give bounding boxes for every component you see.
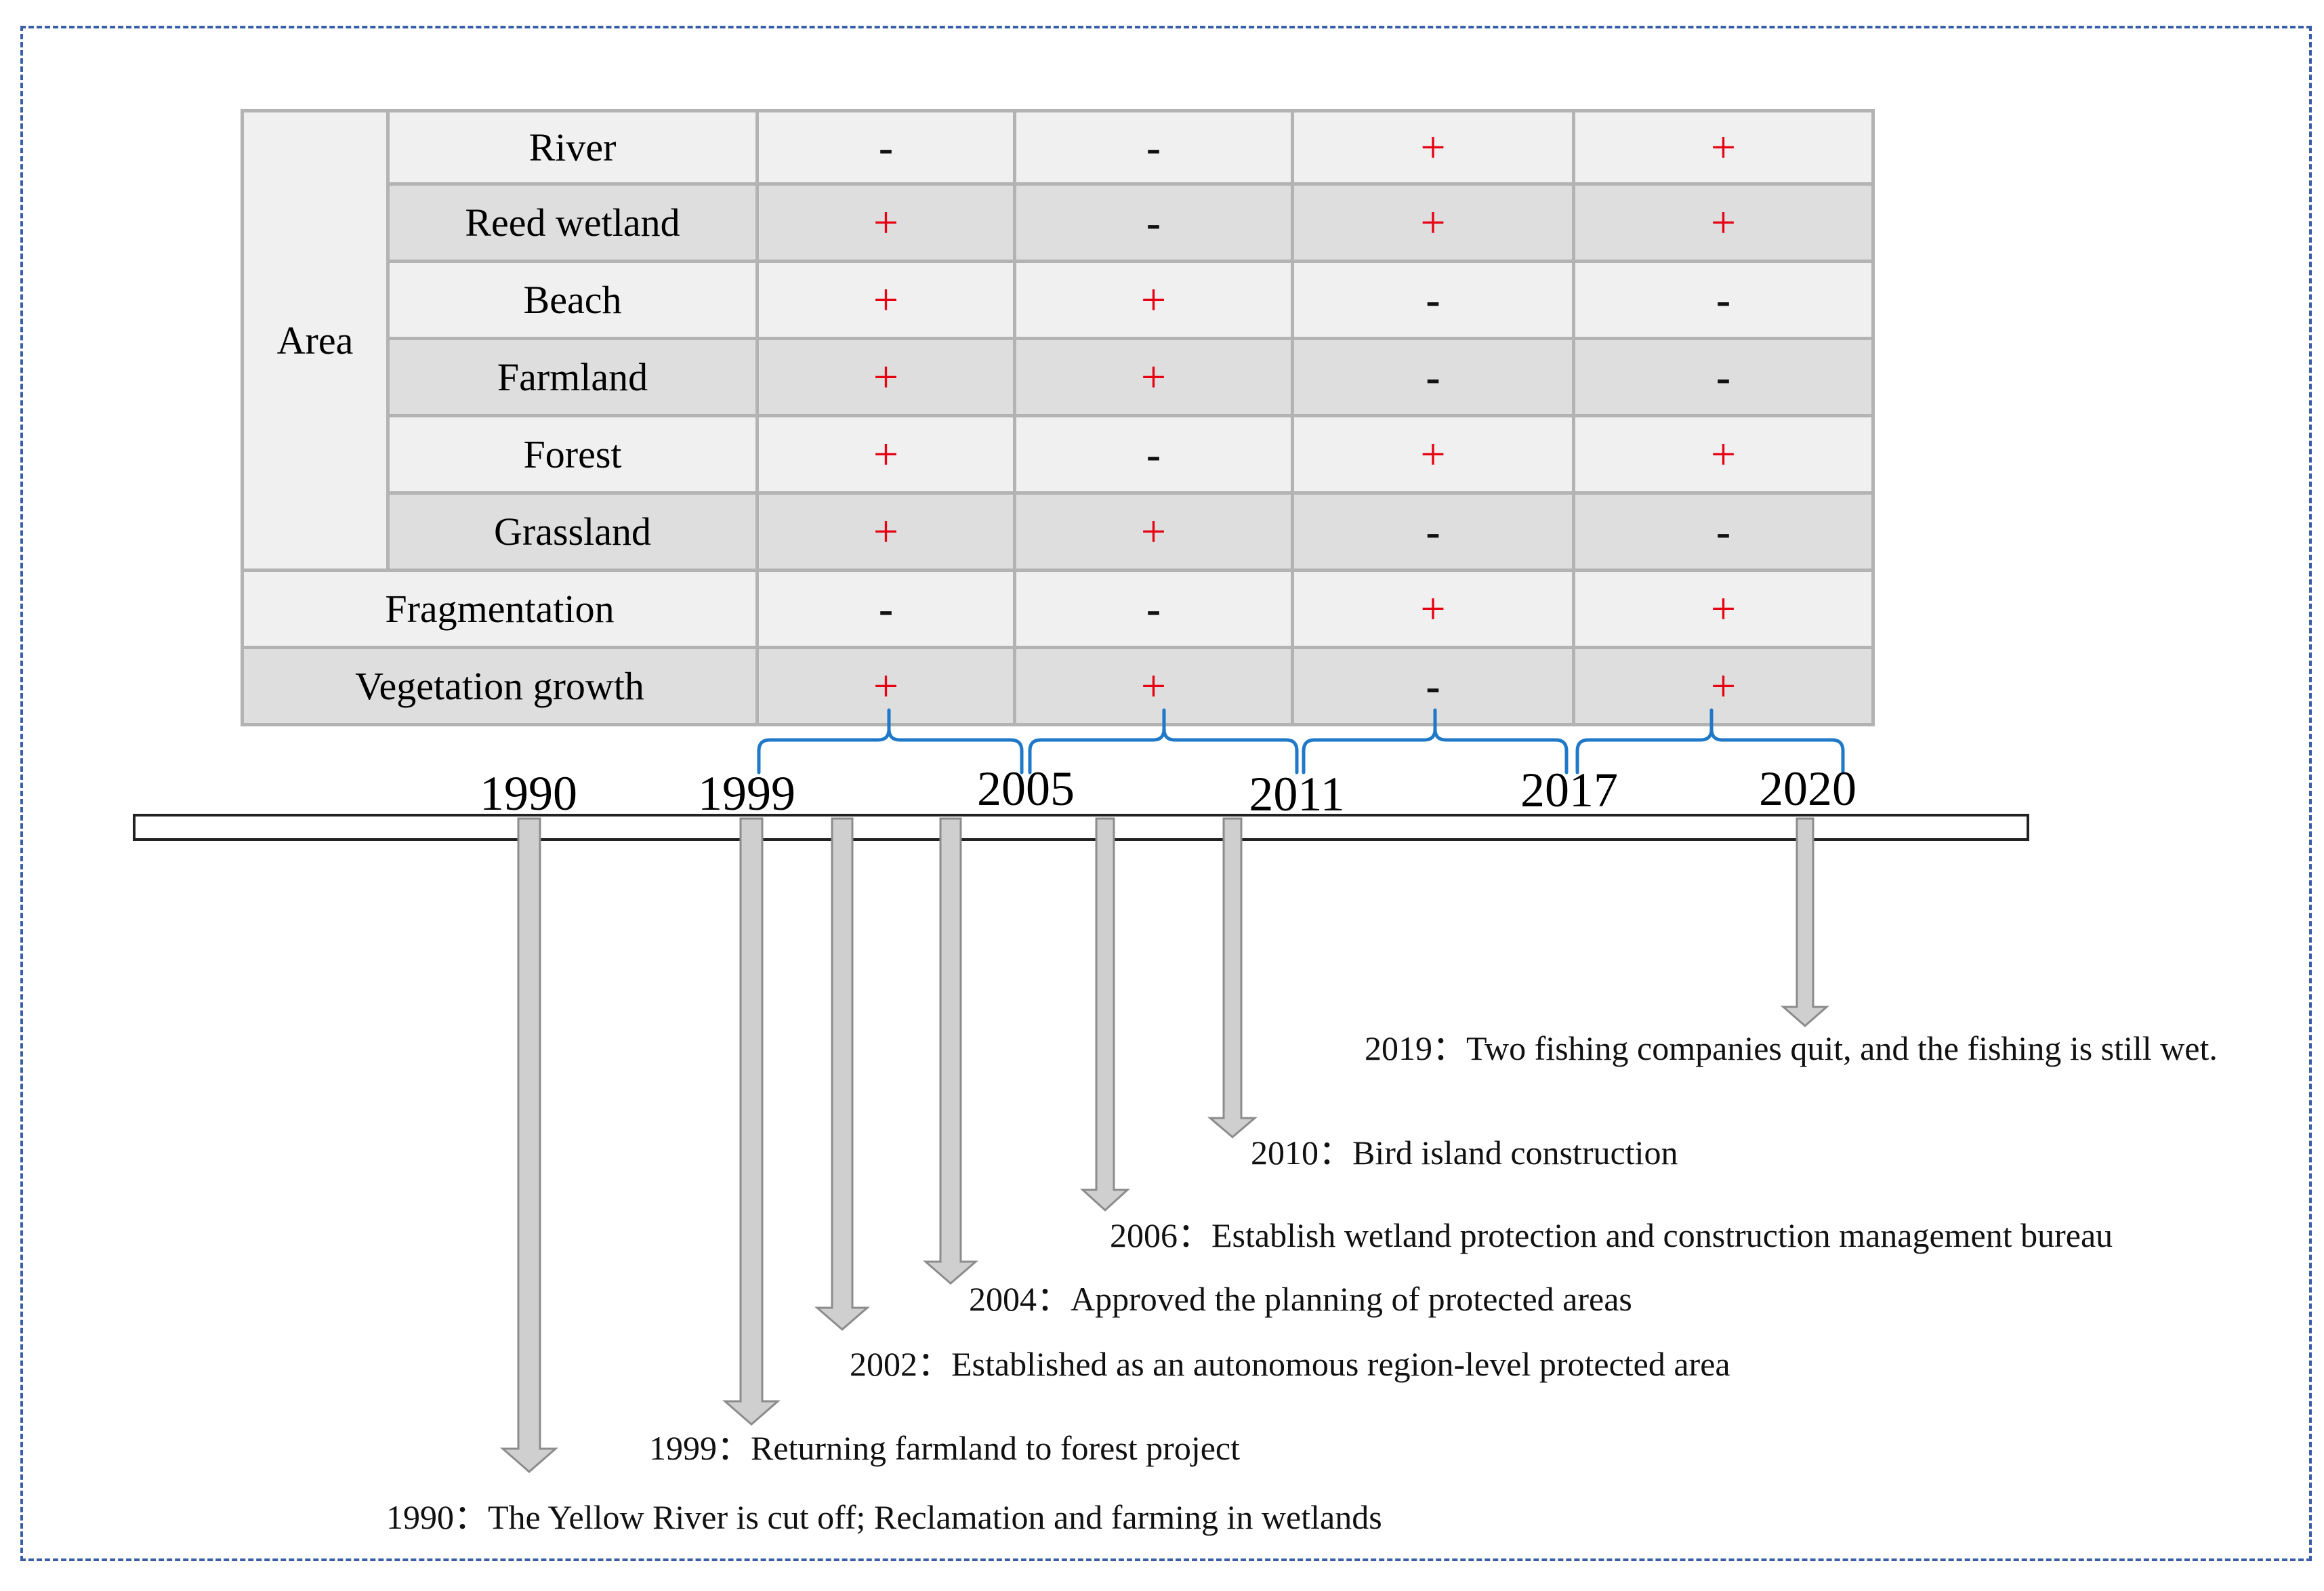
bracket-1999-2005 [757,708,1024,774]
table-row-beach: Beach + + - - [243,260,1875,340]
event-text-2002: 2002：Established as an autonomous region… [850,1345,1730,1383]
row-label: Forest [386,414,759,495]
value-cell: - [1013,182,1294,263]
value-cell: - [1572,260,1875,340]
value-cell: - [1013,569,1294,649]
down-arrow-2019 [1781,817,1829,1027]
down-arrow-2006 [1080,817,1130,1212]
table-row-forest: Forest + - + + [243,414,1875,495]
event-arrows [499,817,1829,1473]
row-label: Fragmentation [241,569,759,649]
year-label: 2011 [1249,767,1344,821]
down-arrow-2010 [1207,817,1258,1138]
event-text-2019: 2019：Two fishing companies quit, and the… [1365,1029,2218,1067]
period-brackets [757,708,1845,774]
event-text-2010: 2010：Bird island construction [1251,1134,1678,1172]
value-cell: - [1291,491,1575,572]
value-cell: + [755,414,1016,495]
value-cell: + [755,337,1016,417]
table-row-farmland: Farmland + + - - [243,337,1875,417]
timeline-bar [133,814,2029,841]
table-row-reed-wetland: Reed wetland + - + + [243,182,1875,263]
value-cell: - [1291,260,1575,340]
value-cell: + [1572,182,1875,263]
event-text-1990: 1990：The Yellow River is cut off; Reclam… [386,1498,1382,1536]
row-label: Reed wetland [386,182,759,263]
down-arrow-2004 [922,817,979,1285]
event-text-1999: 1999：Returning farmland to forest projec… [649,1429,1240,1467]
row-label: Farmland [386,337,759,417]
value-cell: + [1291,569,1575,649]
table-row-grassland: Grassland + + - - [243,491,1875,572]
value-cell: - [1013,109,1294,186]
area-label: Area [241,109,390,572]
value-cell: - [1572,337,1875,417]
year-label: 1999 [698,766,795,821]
row-label: Vegetation growth [241,646,759,726]
value-cell: + [1013,260,1294,340]
row-label: River [386,109,759,186]
value-cell: + [1572,414,1875,495]
value-cell: + [1013,337,1294,417]
value-cell: + [1013,646,1294,726]
value-cell: - [1013,414,1294,495]
change-table: Area River - - + + Reed wetland + - + + … [241,109,1875,726]
table-row-vegetation-growth: Vegetation growth + + - + [241,646,1875,726]
year-label: 2017 [1520,763,1618,817]
bracket-2005-2011 [1028,708,1299,774]
value-cell: + [755,260,1016,340]
value-cell: + [1013,491,1294,572]
event-text-2004: 2004：Approved the planning of protected … [969,1280,1632,1318]
row-label: Grassland [386,491,759,572]
bracket-2011-2017 [1302,708,1569,774]
year-label: 1990 [480,766,577,821]
value-cell: + [755,182,1016,263]
bracket-2017-2020 [1575,708,1845,774]
value-cell: - [755,569,1016,649]
year-label: 2005 [977,762,1075,816]
down-arrow-2002 [814,817,871,1331]
event-text-2006: 2006：Establish wetland protection and co… [1110,1216,2113,1254]
value-cell: - [1572,491,1875,572]
value-cell: + [1572,109,1875,186]
value-cell: - [1291,646,1575,726]
value-cell: + [755,646,1016,726]
value-cell: + [1291,109,1575,186]
value-cell: + [1572,569,1875,649]
value-cell: + [1291,414,1575,495]
down-arrow-1999 [722,817,781,1426]
value-cell: + [1572,646,1875,726]
value-cell: - [1291,337,1575,417]
down-arrow-1990 [499,817,559,1473]
value-cell: - [755,109,1016,186]
row-label: Beach [386,260,759,340]
value-cell: + [1291,182,1575,263]
value-cell: + [755,491,1016,572]
table-row-fragmentation: Fragmentation - - + + [241,569,1875,649]
year-label: 2020 [1759,762,1856,816]
table-row-river: Area River - - + + [241,109,1875,572]
dashed-frame [20,26,2312,1561]
